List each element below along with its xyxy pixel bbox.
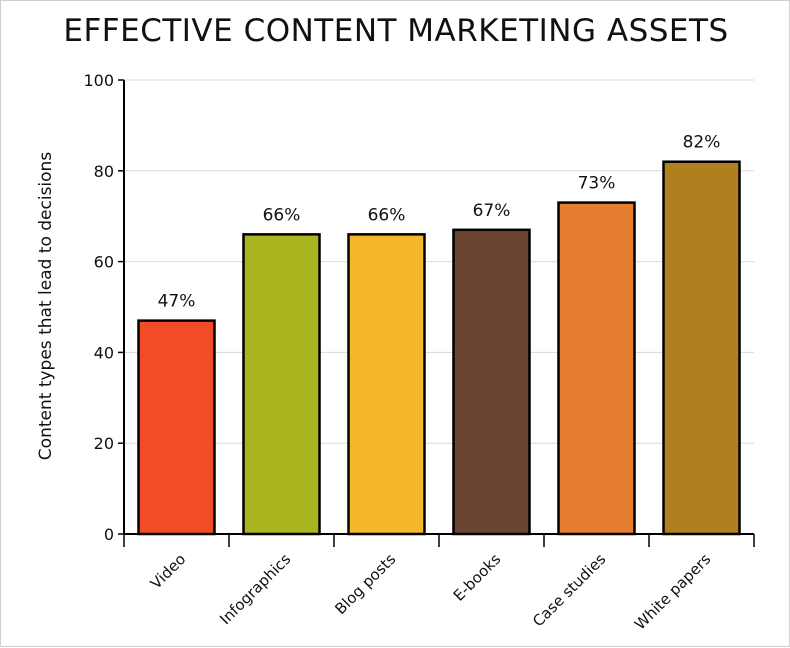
y-tick-label: 100 (83, 71, 114, 90)
bar (242, 233, 321, 536)
x-tick-label: Video (147, 550, 189, 592)
data-label: 66% (368, 205, 406, 225)
bar (452, 228, 531, 536)
bar (347, 233, 426, 536)
y-tick-label: 60 (94, 253, 114, 272)
data-label: 66% (263, 205, 301, 225)
data-label: 82% (683, 133, 721, 153)
bar (662, 160, 741, 536)
data-label: 73% (578, 174, 616, 194)
y-tick-label: 40 (94, 343, 114, 362)
y-tick-label: 80 (94, 162, 114, 181)
data-label: 67% (473, 201, 511, 221)
x-tick-label: E-books (450, 550, 505, 605)
chart-title: EFFECTIVE CONTENT MARKETING ASSETS (63, 13, 729, 49)
bar (137, 319, 216, 536)
bar (557, 201, 636, 536)
x-tick-label: Blog posts (331, 550, 399, 618)
x-tick-label: Case studies (529, 550, 609, 630)
x-tick-label: Infographics (216, 550, 294, 628)
data-label: 47% (158, 292, 196, 312)
x-tick-label: White papers (631, 550, 714, 633)
y-tick-label: 0 (104, 525, 114, 544)
y-tick-label: 20 (94, 434, 114, 453)
